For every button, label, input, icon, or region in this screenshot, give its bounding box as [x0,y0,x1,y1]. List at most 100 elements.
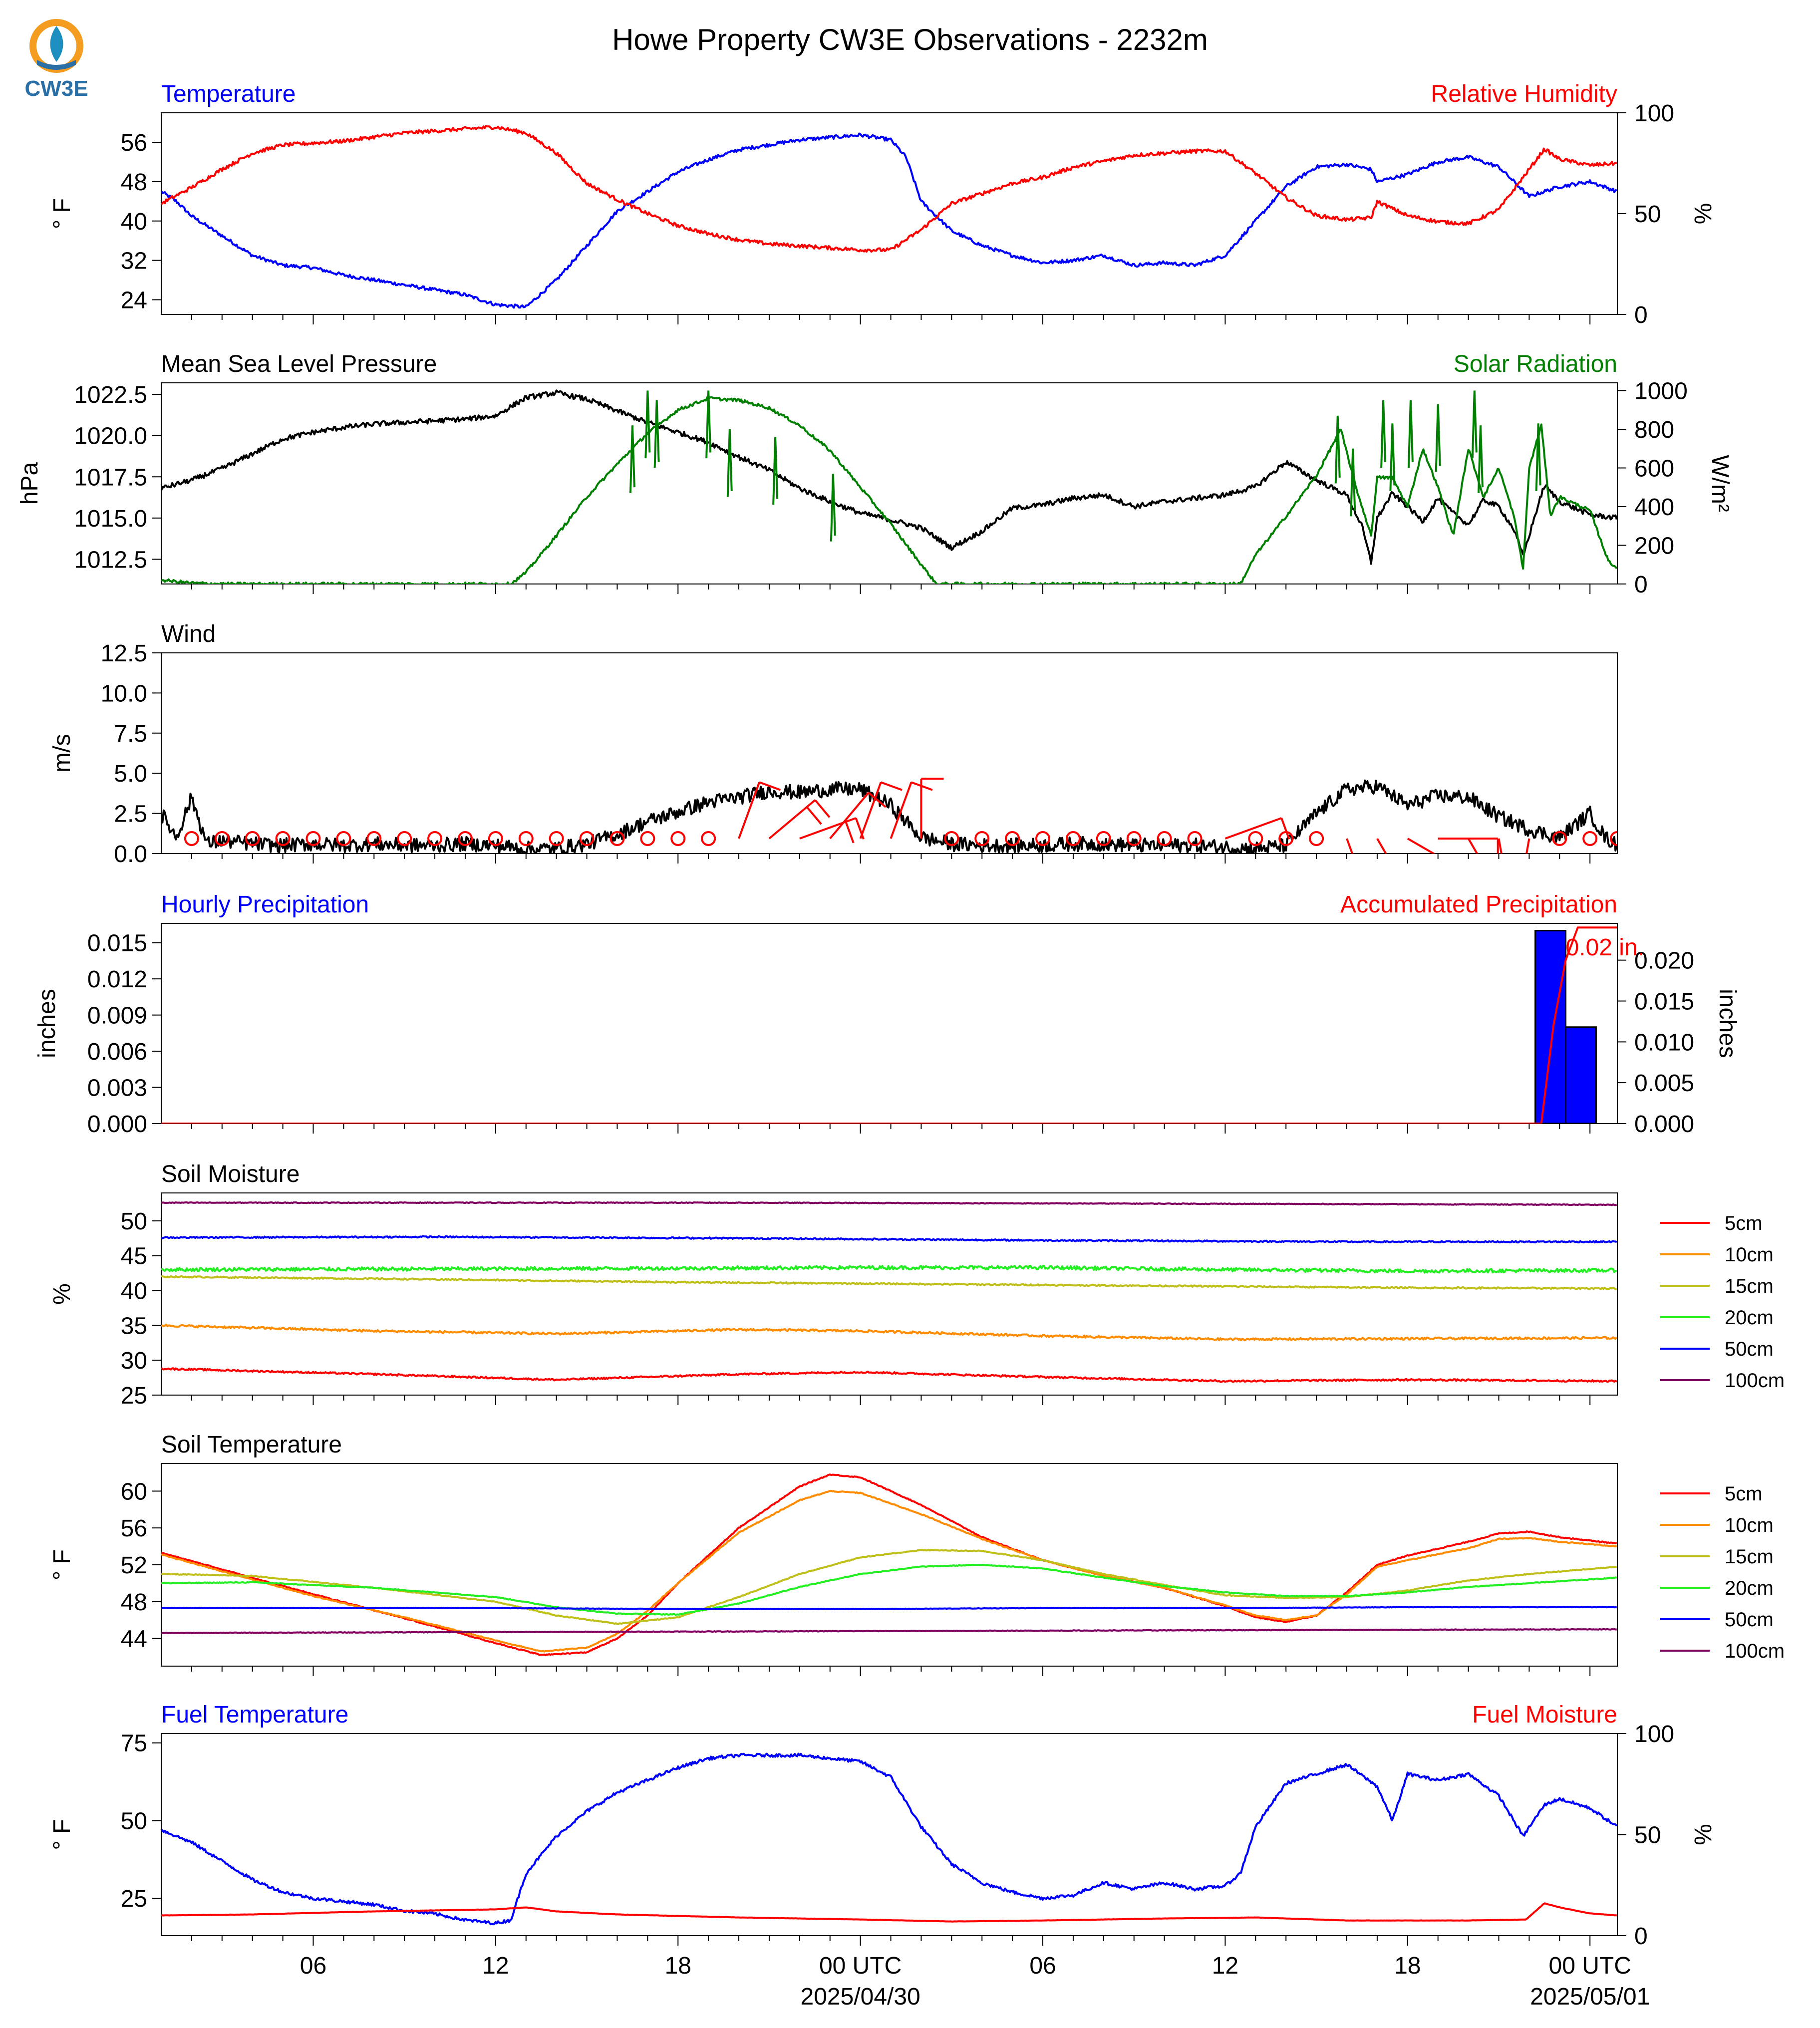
x-tick-label: 06 [1029,1953,1056,1979]
y-tick-label-right: 0.010 [1634,1029,1694,1056]
y-tick-label-left: 48 [121,169,147,196]
y-tick-label-right: 600 [1634,456,1674,482]
x-date-label: 2025/05/01 [1530,1984,1650,2010]
solar-spike [1535,423,1541,492]
wind-barb-calm [245,831,260,846]
y-tick-label-left: 48 [121,1589,147,1616]
wind-barb-calm [1157,831,1172,846]
solar-spike [653,400,660,468]
y-tick-label-left: 25 [121,1886,147,1912]
y-tick-label-left: 0.015 [87,930,147,957]
y-axis-label-right: % [1689,1824,1716,1845]
series-line-10cm [161,1489,1617,1653]
y-tick-label-left: 0.003 [87,1075,147,1102]
panel-soil_temp: Soil Temperature 44 48 52 56 60 ° F 5cm 10cm 15cm… [49,1432,1785,1676]
series-line-20cm [161,1563,1617,1616]
y-axis-label-left: inches [34,989,60,1058]
wind-barb-staff [1224,817,1282,840]
panel-title-right: Solar Radiation [1454,351,1617,377]
legend-label: 20cm [1725,1577,1774,1599]
wind-barb-calm [701,831,716,846]
series-line-20cm [161,1265,1617,1274]
y-tick-label-left: 56 [121,130,147,156]
panel-pres_solar: Mean Sea Level Pressure Solar Radiation 10… [16,351,1733,598]
y-tick-label-left: 40 [121,1278,147,1305]
wind-barb-staff [1467,838,1479,854]
y-tick-label-left: 1022.5 [74,382,147,408]
precip-bar [1564,1026,1597,1124]
solar-spike [1471,390,1478,459]
y-axis-label-left: m/s [49,734,75,772]
plot-area [161,125,1617,309]
figure-title: Howe Property CW3E Observations - 2232m [612,23,1208,56]
wind-barb-staff [1407,838,1436,854]
y-tick-label-left: 0.0 [114,841,147,868]
y-tick-label-left: 12.5 [101,640,147,667]
legend-label: 5cm [1725,1212,1763,1234]
wind-barb-staff [1525,838,1530,854]
panel-title-right: Fuel Moisture [1472,1702,1617,1728]
y-tick-label-right: 1000 [1634,378,1688,405]
wind-barb-calm [670,831,686,846]
solar-spike [1407,400,1414,468]
y-tick-label-left: 44 [121,1626,147,1653]
plot-area [161,1752,1617,1926]
wind-barb-calm [427,831,443,846]
wind-barb-calm [549,831,564,846]
plot-area [161,778,1617,854]
plot-frame [161,652,1618,854]
wind-barb-calm [1065,831,1081,846]
wind-barb-flag [845,821,855,844]
panel-wind: Wind 0.0 2.5 5.0 7.5 10.0 12.5 m/s [49,621,1618,868]
wind-barb-calm [1552,831,1567,846]
series-line-1 [161,396,1617,584]
wind-barb-flag [806,806,822,825]
series-line-50cm [161,1235,1617,1244]
x-tick-label: 12 [482,1953,509,1979]
plot-area [161,1473,1617,1657]
series-line-1 [161,125,1617,253]
legend-label: 100cm [1725,1370,1785,1392]
solar-spike [1380,400,1387,468]
y-tick-label-right: 400 [1634,494,1674,521]
solar-spike [772,437,779,505]
wind-barb-calm [1278,831,1294,846]
series-line-50cm [161,1606,1617,1610]
solar-spike [1477,425,1484,493]
y-tick-label-right: 100 [1634,100,1674,127]
panel-title-left: Soil Moisture [161,1161,300,1187]
series-line-0 [161,132,1617,309]
panel-title-left: Fuel Temperature [161,1702,348,1728]
y-tick-label-left: 50 [121,1208,147,1235]
solar-spike [830,474,836,542]
wind-barb-calm [944,831,959,846]
y-axis-label-left: ° F [49,1549,75,1580]
panel-title-left: Temperature [161,81,296,107]
panel-title-right: Accumulated Precipitation [1340,891,1617,918]
y-tick-label-left: 0.000 [87,1111,147,1138]
panel-title-left: Mean Sea Level Pressure [161,351,437,377]
solar-spike [1435,404,1441,472]
y-tick-label-left: 5.0 [114,761,147,787]
wind-barb-calm [305,831,321,846]
wind-barb-staff [890,782,912,839]
x-tick-label: 00 UTC [1549,1953,1631,1979]
series-line-100cm [161,1628,1617,1634]
wind-barb-calm [1126,831,1142,846]
wind-barb-calm [1582,831,1598,846]
wind-barb-calm [609,831,625,846]
x-tick-label: 00 UTC [819,1953,902,1979]
y-tick-label-right: 50 [1634,201,1661,228]
panel-title-right: Relative Humidity [1431,81,1617,107]
y-tick-label-left: 75 [121,1731,147,1757]
y-tick-label-right: 0 [1634,572,1648,598]
x-tick-label: 12 [1212,1953,1238,1979]
wind-barb-calm [579,831,595,846]
y-tick-label-right: 0 [1634,302,1648,328]
y-tick-label-left: 50 [121,1808,147,1834]
y-tick-label-left: 32 [121,248,147,275]
wind-barb-staff [829,792,870,840]
wind-barb-calm [640,831,655,846]
wind-barb-calm [488,831,503,846]
plot-area [161,389,1617,584]
